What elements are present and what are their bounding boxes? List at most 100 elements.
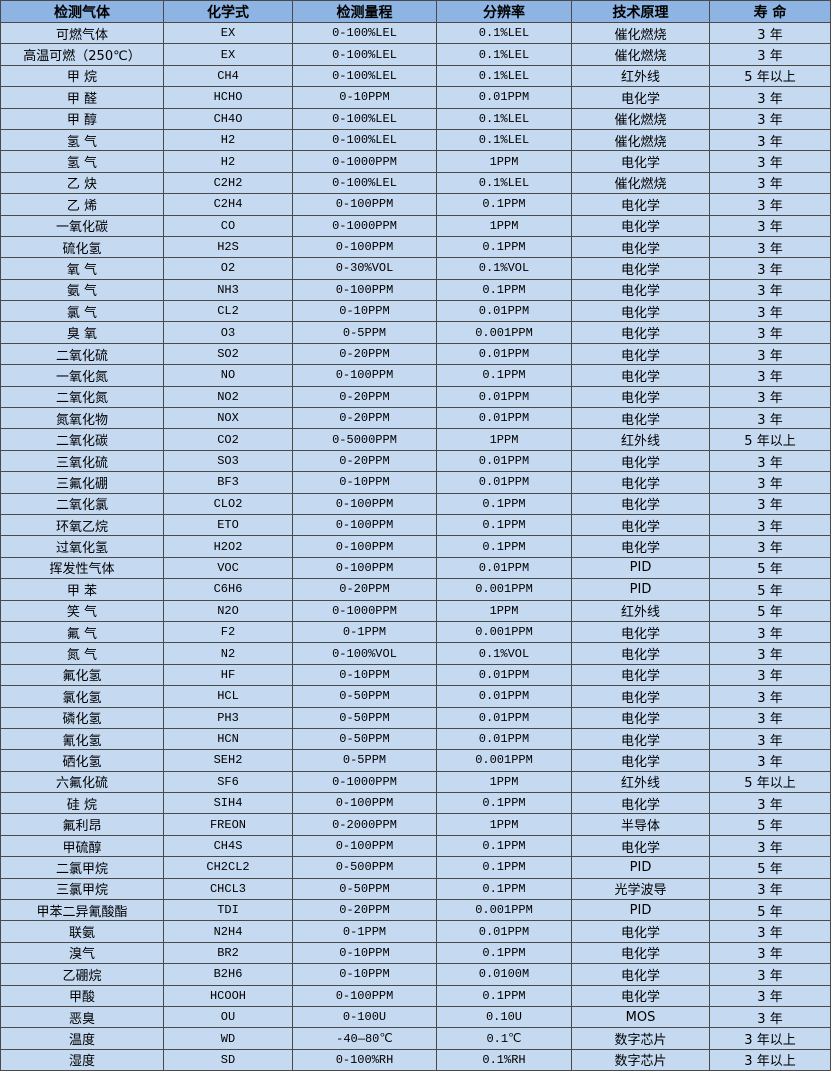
resolution-cell: 0.1PPM (436, 513, 572, 537)
range-cell: 0-50PPM (292, 727, 437, 751)
lifetime-cell: 3 年 (709, 171, 831, 195)
resolution-cell: 0.1%LEL (436, 107, 572, 130)
principle-cell: 电化学 (571, 792, 710, 815)
formula-cell: EX (163, 21, 293, 45)
range-cell: 0-1000PPM (292, 150, 437, 173)
gas-cell: 氟利昂 (0, 813, 164, 836)
table-row: 湿度 SD 0-100%RH 0.1%RH 数字芯片 3 年以上 (0, 1048, 831, 1072)
lifetime-cell: 3 年 (709, 300, 831, 323)
lifetime-cell: 3 年 (709, 920, 831, 943)
table-row: 溴气 BR2 0-10PPM 0.1PPM 电化学 3 年 (0, 941, 831, 965)
principle-cell: 红外线 (571, 64, 710, 88)
resolution-cell: 0.1PPM (436, 792, 572, 815)
lifetime-cell: 3 年 (709, 107, 831, 130)
resolution-cell: 1PPM (436, 813, 572, 836)
resolution-cell: 0.1PPM (436, 193, 572, 216)
gas-cell: 湿度 (0, 1048, 164, 1072)
gas-cell: 硫化氢 (0, 235, 164, 259)
formula-cell: SEH2 (163, 749, 293, 772)
principle-cell: PID (571, 899, 710, 922)
lifetime-cell: 3 年 (709, 834, 831, 858)
gas-cell: 溴气 (0, 941, 164, 965)
resolution-cell: 1PPM (436, 150, 572, 173)
table-row: 氯化氢 HCL 0-50PPM 0.01PPM 电化学 3 年 (0, 685, 831, 708)
formula-cell: ETO (163, 513, 293, 537)
table-row: 甲 苯 C6H6 0-20PPM 0.001PPM PID 5 年 (0, 578, 831, 601)
formula-cell: NH3 (163, 278, 293, 302)
table-row: 甲 醛 HCHO 0-10PPM 0.01PPM 电化学 3 年 (0, 86, 831, 109)
lifetime-cell: 3 年 (709, 364, 831, 387)
principle-cell: 电化学 (571, 321, 710, 344)
lifetime-cell: 5 年 (709, 556, 831, 580)
lifetime-cell: 3 年 (709, 449, 831, 473)
range-cell: 0-10PPM (292, 663, 437, 687)
principle-cell: 电化学 (571, 407, 710, 430)
table-row: 三氯甲烷 CHCL3 0-50PPM 0.1PPM 光学波导 3 年 (0, 877, 831, 901)
formula-cell: BF3 (163, 471, 293, 494)
lifetime-cell: 5 年以上 (709, 64, 831, 88)
header-gas: 检测气体 (0, 0, 164, 23)
principle-cell: 电化学 (571, 385, 710, 409)
formula-cell: C6H6 (163, 578, 293, 601)
table-row: 磷化氢 PH3 0-50PPM 0.01PPM 电化学 3 年 (0, 706, 831, 729)
lifetime-cell: 3 年 (709, 984, 831, 1007)
principle-cell: 红外线 (571, 599, 710, 622)
header-row: 检测气体 化学式 检测量程 分辨率 技术原理 寿 命 (0, 0, 831, 23)
table-row: 乙 炔 C2H2 0-100%LEL 0.1%LEL 催化燃烧 3 年 (0, 171, 831, 195)
gas-cell: 甲 苯 (0, 578, 164, 601)
lifetime-cell: 3 年 (709, 941, 831, 965)
gas-cell: 二氯甲烷 (0, 856, 164, 879)
range-cell: 0-100PPM (292, 984, 437, 1007)
range-cell: 0-100%LEL (292, 107, 437, 130)
formula-cell: SF6 (163, 770, 293, 794)
gas-cell: 六氟化硫 (0, 770, 164, 794)
resolution-cell: 1PPM (436, 214, 572, 237)
lifetime-cell: 5 年 (709, 578, 831, 601)
formula-cell: CH2CL2 (163, 856, 293, 879)
range-cell: 0-100PPM (292, 556, 437, 580)
resolution-cell: 0.1PPM (436, 492, 572, 515)
gas-cell: 甲酸 (0, 984, 164, 1007)
gas-cell: 氢 气 (0, 128, 164, 152)
principle-cell: 电化学 (571, 706, 710, 729)
lifetime-cell: 3 年以上 (709, 1048, 831, 1072)
resolution-cell: 0.1PPM (436, 856, 572, 879)
resolution-cell: 0.1PPM (436, 364, 572, 387)
principle-cell: 电化学 (571, 193, 710, 216)
principle-cell: 电化学 (571, 342, 710, 366)
range-cell: 0-100PPM (292, 513, 437, 537)
formula-cell: O2 (163, 257, 293, 280)
range-cell: 0-1000PPM (292, 770, 437, 794)
header-lifetime: 寿 命 (709, 0, 831, 23)
formula-cell: PH3 (163, 706, 293, 729)
lifetime-cell: 3 年 (709, 385, 831, 409)
lifetime-cell: 3 年 (709, 535, 831, 558)
gas-cell: 恶臭 (0, 1005, 164, 1029)
formula-cell: C2H2 (163, 171, 293, 195)
gas-cell: 三氧化硫 (0, 449, 164, 473)
range-cell: 0-50PPM (292, 685, 437, 708)
lifetime-cell: 3 年 (709, 128, 831, 152)
principle-cell: 电化学 (571, 257, 710, 280)
range-cell: 0-20PPM (292, 899, 437, 922)
resolution-cell: 0.01PPM (436, 385, 572, 409)
lifetime-cell: 3 年 (709, 471, 831, 494)
gas-cell: 硅 烷 (0, 792, 164, 815)
table-row: 三氧化硫 SO3 0-20PPM 0.01PPM 电化学 3 年 (0, 449, 831, 473)
formula-cell: HCOOH (163, 984, 293, 1007)
gas-cell: 笑 气 (0, 599, 164, 622)
resolution-cell: 0.01PPM (436, 727, 572, 751)
formula-cell: TDI (163, 899, 293, 922)
resolution-cell: 0.01PPM (436, 663, 572, 687)
header-resolution: 分辨率 (436, 0, 572, 23)
lifetime-cell: 3 年 (709, 963, 831, 986)
formula-cell: NO2 (163, 385, 293, 409)
resolution-cell: 0.1PPM (436, 941, 572, 965)
resolution-cell: 0.01PPM (436, 556, 572, 580)
principle-cell: 电化学 (571, 941, 710, 965)
resolution-cell: 0.01PPM (436, 407, 572, 430)
resolution-cell: 0.01PPM (436, 300, 572, 323)
principle-cell: PID (571, 578, 710, 601)
formula-cell: H2S (163, 235, 293, 259)
gas-cell: 一氧化碳 (0, 214, 164, 237)
